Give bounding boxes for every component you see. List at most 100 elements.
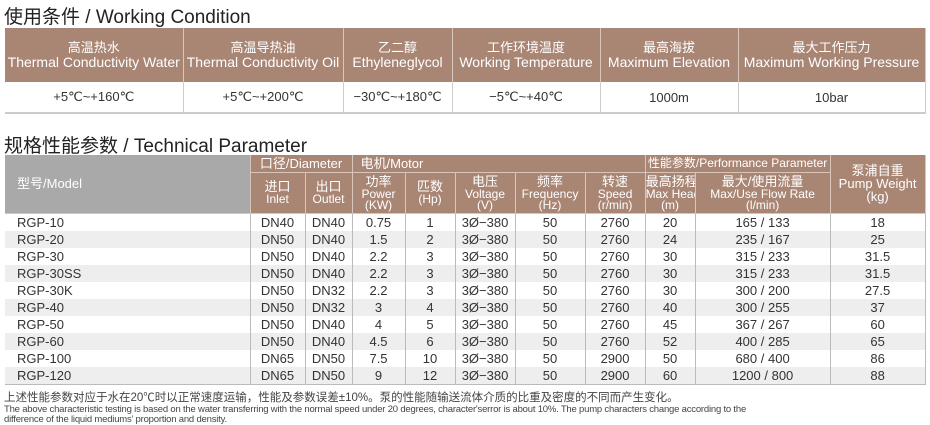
header-line: Working Temperature — [459, 54, 593, 70]
header-line: (r/min) — [597, 197, 633, 212]
table-cell: 3Ø−380 — [455, 281, 516, 299]
header-line: 最高海拔 — [642, 40, 695, 55]
table-cell: 400 / 285 — [695, 332, 831, 350]
table-cell: 10 — [405, 349, 456, 367]
model-cell: RGP-30 — [5, 247, 251, 265]
model-cell: RGP-20 — [5, 230, 251, 248]
table-cell: 3Ø−380 — [455, 264, 516, 282]
header-line: 电压 — [472, 173, 499, 189]
table-cell: 2900 — [585, 366, 646, 385]
table-cell: DN40 — [250, 213, 306, 231]
table-cell: 2760 — [585, 213, 646, 231]
model-cell: RGP-40 — [5, 298, 251, 316]
header-line: Thermal Conductivity Oil — [186, 54, 340, 70]
column-header: 进口 Inlet — [250, 172, 306, 214]
header-line: Thermal Conductivity Water — [7, 54, 180, 70]
table-cell: 25 — [830, 230, 926, 248]
table-cell: 3Ø−380 — [455, 230, 516, 248]
table-cell: 40 — [645, 298, 696, 316]
header-line: Max/Use Flow Rate — [710, 186, 815, 201]
table-cell: 3 — [405, 264, 456, 282]
table-cell: 2760 — [585, 298, 646, 316]
note-english-line2: difference of the liquid mediums’ propor… — [4, 414, 227, 425]
header-line: (Hp) — [418, 192, 442, 206]
column-header: 最大/使用流量 Max/Use Flow Rate (l/min) — [695, 172, 831, 214]
header-line: Outlet — [312, 192, 345, 206]
table-cell: DN50 — [250, 315, 306, 333]
header-line: 最大/使用流量 — [721, 173, 804, 189]
header-line: 匹数 — [417, 179, 444, 194]
header-line: Pump Weight — [838, 176, 917, 192]
table-cell: 31.5 — [830, 247, 926, 265]
table-cell: 367 / 267 — [695, 315, 831, 333]
table-cell: 3 — [405, 281, 456, 299]
table-cell: DN40 — [305, 264, 353, 282]
table-cell: 3Ø−380 — [455, 332, 516, 350]
table-cell: 50 — [515, 230, 586, 248]
table-cell: 300 / 255 — [695, 298, 831, 316]
table-cell: DN65 — [250, 349, 306, 367]
header-line: Maximum Elevation — [607, 54, 731, 70]
table-cell: 315 / 233 — [695, 264, 831, 282]
header-line: (V) — [477, 197, 494, 212]
table-cell: 30 — [645, 281, 696, 299]
working-condition-header: 高温导热油 Thermal Conductivity Oil — [183, 28, 344, 82]
technical-parameter-title: 规格性能参数 / Technical Parameter — [4, 136, 308, 157]
table-cell: 165 / 133 — [695, 213, 831, 231]
diameter-header: 口径/Diameter — [250, 155, 353, 173]
performance-header: 性能参数/Performance Parameter — [645, 155, 831, 173]
working-condition-header: 最高海拔 Maximum Elevation — [600, 28, 739, 82]
table-cell: 3 — [405, 247, 456, 265]
table-row: RGP-40 DN50 DN32 3 4 3Ø−380 50 2760 40 300 / 255 3… — [5, 298, 926, 316]
table-row: RGP-30K DN50 DN32 2.2 3 3Ø−380 50 2760 30 300 / 2… — [5, 281, 926, 299]
header-line: 泵浦自重 — [851, 163, 904, 179]
table-cell: 88 — [830, 366, 926, 385]
table-row: RGP-20 DN50 DN40 1.5 2 3Ø−380 50 2760 24 235 / 16… — [5, 230, 926, 248]
table-row: RGP-100 DN65 DN50 7.5 10 3Ø−380 50 2900 50 680 / … — [5, 349, 926, 367]
table-cell: 3Ø−380 — [455, 315, 516, 333]
header-line: Inlet — [266, 192, 289, 206]
header-line: 高温热水 — [67, 40, 120, 55]
table-cell: 1200 / 800 — [695, 366, 831, 385]
header-line: (m) — [661, 197, 680, 212]
table-row: RGP-50 DN50 DN40 4 5 3Ø−380 50 2760 45 367 / 267 6… — [5, 315, 926, 333]
table-cell: 2.2 — [352, 281, 406, 299]
table-cell: 1.5 — [352, 230, 406, 248]
table-cell: DN50 — [250, 264, 306, 282]
table-cell: 60 — [830, 315, 926, 333]
table-cell: 4 — [352, 315, 406, 333]
header-line: 进口 — [264, 179, 291, 194]
note-english-line1: The above characteristic testing is base… — [4, 404, 747, 415]
table-cell: 12 — [405, 366, 456, 385]
table-cell: 2760 — [585, 281, 646, 299]
model-cell: RGP-60 — [5, 332, 251, 350]
table-cell: 50 — [515, 315, 586, 333]
table-row: RGP-30 DN50 DN40 2.2 3 3Ø−380 50 2760 30 315 / 23… — [5, 247, 926, 265]
table-cell: DN40 — [305, 213, 353, 231]
table-cell: DN50 — [250, 230, 306, 248]
table-row: RGP-60 DN50 DN40 4.5 6 3Ø−380 50 2760 52 400 / 28… — [5, 332, 926, 350]
table-cell: 20 — [645, 213, 696, 231]
working-condition-value: 1000m — [600, 82, 739, 114]
table-cell: 60 — [645, 366, 696, 385]
header-line: Ethyleneglycol — [352, 54, 443, 70]
table-cell: 50 — [515, 366, 586, 385]
header-line: Power — [361, 186, 396, 201]
table-row: RGP-30SS DN50 DN40 2.2 3 3Ø−380 50 2760 30 315 / … — [5, 264, 926, 282]
table-cell: 50 — [515, 332, 586, 350]
table-cell: DN32 — [305, 298, 353, 316]
model-cell: RGP-30SS — [5, 264, 251, 282]
column-header: 电压 Voltage (V) — [455, 172, 516, 214]
working-condition-value: +5℃~+200℃ — [183, 82, 344, 114]
table-cell: DN40 — [305, 332, 353, 350]
table-cell: 50 — [515, 264, 586, 282]
header-line: 乙二醇 — [377, 40, 417, 55]
table-cell: 50 — [515, 349, 586, 367]
table-cell: 5 — [405, 315, 456, 333]
table-cell: DN50 — [305, 366, 353, 385]
table-cell: 86 — [830, 349, 926, 367]
table-cell: 4 — [405, 298, 456, 316]
header-line: 高温导热油 — [230, 40, 296, 55]
table-cell: 2900 — [585, 349, 646, 367]
table-cell: DN50 — [250, 247, 306, 265]
